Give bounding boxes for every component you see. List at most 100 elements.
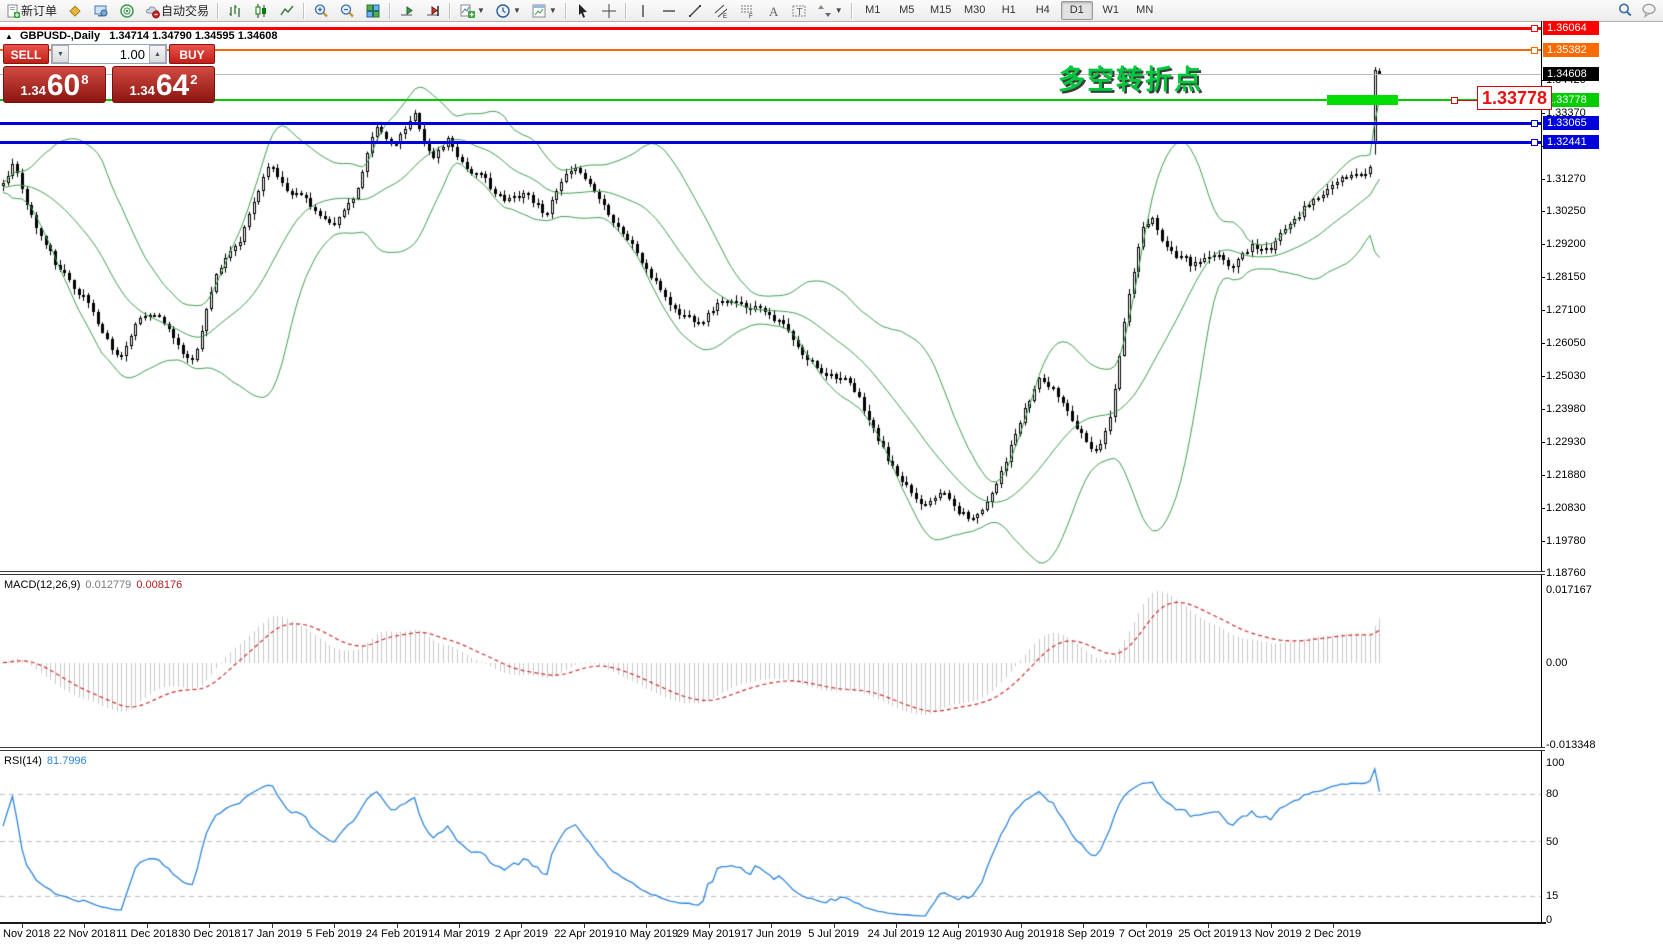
x-axis-date-label: 13 Nov 2019 [1239, 928, 1302, 940]
macd-canvas[interactable] [0, 575, 1541, 747]
horizontal-line-1.36064[interactable] [0, 27, 1541, 30]
chart-shift-button[interactable] [421, 0, 445, 21]
periods-button[interactable]: ▼ [491, 0, 525, 21]
price-chart-canvas[interactable] [0, 21, 1541, 572]
y-tick-label: 1.19780 [1546, 535, 1586, 547]
line-anchor-marker[interactable] [1531, 25, 1538, 32]
volume-decrease-button[interactable]: ▼ [52, 45, 69, 63]
collapse-icon[interactable]: ▲ [5, 32, 13, 41]
macd-tick-label: 0.00 [1546, 657, 1568, 669]
chat-icon[interactable] [1641, 2, 1657, 18]
rsi-value: 81.7996 [46, 755, 87, 767]
charts-button[interactable] [63, 0, 87, 21]
line-anchor-marker[interactable] [1531, 47, 1538, 54]
rsi-canvas[interactable] [0, 751, 1541, 922]
x-tick-mark [646, 924, 647, 928]
arrows-button[interactable]: ▼ [813, 0, 847, 21]
candlestick-mode-button[interactable] [249, 0, 273, 21]
timeframe-m1[interactable]: M1 [865, 4, 881, 16]
x-axis-date-label: 11 Dec 2018 [116, 928, 178, 940]
auto-trading-button[interactable]: 自动交易 [141, 0, 213, 21]
price-note-label[interactable]: 1.33778 [1477, 86, 1553, 110]
fibonacci-button[interactable]: F [735, 0, 759, 21]
cursor-button[interactable] [571, 0, 595, 21]
channel-button[interactable]: E [709, 0, 733, 21]
auto-scroll-icon [399, 3, 415, 19]
auto-scroll-button[interactable] [395, 0, 419, 21]
green-trend-segment[interactable] [1327, 95, 1398, 105]
price-note-anchor [1451, 97, 1458, 104]
toolbar-separator [389, 2, 392, 19]
y-tick-mark [1541, 442, 1545, 443]
horizontal-line-1.33778[interactable] [0, 99, 1541, 101]
x-axis-date-label: 17 Jun 2019 [740, 928, 802, 940]
x-tick-mark [1333, 924, 1334, 928]
text-button[interactable]: A [761, 0, 785, 21]
data-window-button[interactable] [115, 0, 139, 21]
chart-shift-icon [425, 3, 441, 19]
svg-text:A: A [769, 4, 779, 19]
sell-button[interactable]: SELL [3, 44, 49, 64]
y-tick-mark [1541, 508, 1545, 509]
x-tick-mark [1146, 924, 1147, 928]
chart-annotation-text[interactable]: 多空转折点 [1058, 65, 1203, 95]
new-order-button[interactable]: 新订单 [1, 0, 61, 21]
timeframe-m5[interactable]: M5 [899, 4, 915, 16]
volume-increase-button[interactable]: ▲ [149, 45, 166, 63]
x-axis-date-label: 22 Apr 2019 [554, 928, 614, 940]
market-watch-button[interactable] [89, 0, 113, 21]
timeframe-d1[interactable]: D1 [1060, 1, 1093, 20]
text-icon: A [765, 3, 781, 19]
buy-button[interactable]: BUY [169, 44, 215, 64]
x-tick-mark [209, 924, 210, 928]
rsi-tick-label: 100 [1546, 757, 1565, 769]
indicators-button[interactable]: ▼ [455, 0, 489, 21]
x-axis-date-label: 10 May 2019 [614, 928, 679, 940]
x-tick-mark [334, 924, 335, 928]
price-badge-1.36064: 1.36064 [1543, 21, 1599, 35]
line-anchor-marker[interactable] [1531, 139, 1538, 146]
gold-diamond-icon [67, 3, 83, 19]
x-axis-date-label: 5 Nov 2018 [0, 928, 51, 940]
timeframe-mn[interactable]: MN [1136, 4, 1154, 16]
horizontal-line-1.34608[interactable] [0, 74, 1541, 75]
buy-price-display[interactable]: 1.34 64 2 [112, 66, 215, 103]
text-label-button[interactable]: T [787, 0, 811, 21]
timeframe-m30[interactable]: M30 [964, 4, 986, 16]
timeframe-m15[interactable]: M15 [930, 4, 952, 16]
line-anchor-marker[interactable] [1531, 120, 1538, 127]
volume-input[interactable] [69, 45, 149, 63]
timeframe-h4[interactable]: H4 [1035, 4, 1050, 16]
vertical-line-button[interactable] [631, 0, 655, 21]
line-chart-mode-button[interactable] [275, 0, 299, 21]
new-order-label: 新订单 [21, 4, 58, 18]
y-tick-label: 1.27100 [1546, 304, 1586, 316]
trendline-button[interactable] [683, 0, 707, 21]
crosshair-button[interactable] [597, 0, 621, 21]
horizontal-line-1.35382[interactable] [0, 49, 1541, 51]
sell-price-display[interactable]: 1.34 60 8 [3, 66, 106, 103]
pane-separator-macd[interactable] [0, 571, 1545, 575]
horizontal-line-1.32441[interactable] [0, 141, 1541, 144]
horizontal-line-1.33065[interactable] [0, 122, 1541, 125]
templates-button[interactable]: ▼ [527, 0, 561, 21]
dropdown-arrow-icon: ▼ [834, 6, 843, 15]
horizontal-line-button[interactable] [657, 0, 681, 21]
x-axis-date-label: 24 Feb 2019 [365, 928, 428, 940]
timeframe-w1[interactable]: W1 [1102, 4, 1119, 16]
zoom-out-button[interactable] [335, 0, 359, 21]
y-tick-mark [1541, 343, 1545, 344]
x-axis-date-label: 30 Dec 2018 [178, 928, 241, 940]
search-icon[interactable] [1617, 2, 1633, 18]
timeframe-h1[interactable]: H1 [1001, 4, 1016, 16]
tile-windows-button[interactable] [361, 0, 385, 21]
buy-price-small: 1.34 [129, 83, 155, 98]
zoom-in-button[interactable] [309, 0, 333, 21]
pane-separator-rsi[interactable] [0, 747, 1545, 751]
y-tick-label: 1.26050 [1546, 337, 1586, 349]
x-tick-mark [459, 924, 460, 928]
svg-text:E: E [723, 14, 727, 19]
bar-chart-mode-button[interactable] [223, 0, 247, 21]
dropdown-arrow-icon: ▼ [477, 6, 485, 15]
y-tick-label: 1.21880 [1546, 469, 1586, 481]
